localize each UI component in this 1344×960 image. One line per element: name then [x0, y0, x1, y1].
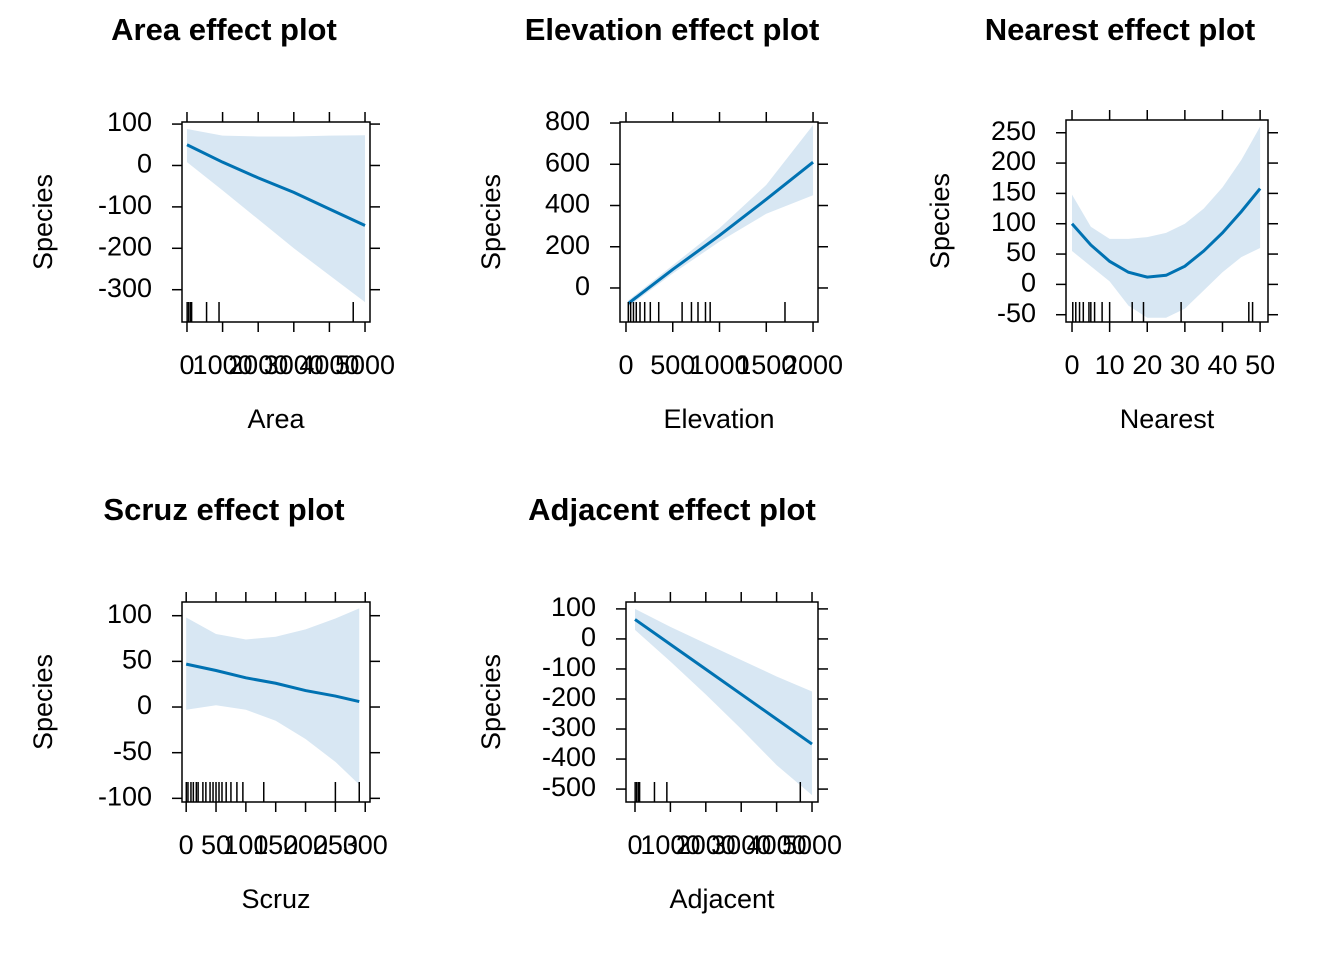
- y-tick-label: -100: [98, 190, 152, 220]
- x-tick-label: 5000: [335, 350, 395, 380]
- y-tick-label: 250: [991, 116, 1036, 146]
- panel-title: Elevation effect plot: [525, 12, 820, 47]
- panel-title: Area effect plot: [111, 12, 337, 47]
- confidence-band: [634, 608, 813, 796]
- x-tick-label: 0: [179, 350, 194, 380]
- x-tick-label: 0: [618, 350, 633, 380]
- y-axis-label: Species: [476, 174, 506, 270]
- x-tick-label: 1000: [193, 350, 253, 380]
- x-tick-label: 0: [179, 830, 194, 860]
- y-tick-label: -100: [98, 781, 152, 811]
- y-tick-label: 0: [137, 149, 152, 179]
- x-tick-label: 40: [1207, 350, 1237, 380]
- x-tick-label: 4000: [299, 350, 359, 380]
- y-axis-label: Species: [28, 174, 58, 270]
- x-tick-label: 1000: [640, 830, 700, 860]
- x-tick-label: 50: [201, 830, 231, 860]
- x-tick-label: 1500: [736, 350, 796, 380]
- y-tick-label: 0: [575, 271, 590, 301]
- panel-title: Nearest effect plot: [985, 12, 1255, 47]
- y-tick-label: 200: [991, 146, 1036, 176]
- x-tick-label: 20: [1132, 350, 1162, 380]
- plot-frame: [625, 601, 819, 803]
- y-tick-label: 800: [545, 106, 590, 136]
- plot-frame: [619, 121, 819, 323]
- x-tick-label: 2000: [676, 830, 736, 860]
- x-tick-label: 2000: [228, 350, 288, 380]
- y-tick-label: 100: [551, 592, 596, 622]
- confidence-band: [186, 129, 366, 303]
- y-tick-label: -50: [113, 736, 152, 766]
- y-tick-label: -200: [542, 682, 596, 712]
- fit-line: [627, 161, 814, 305]
- y-tick-label: -100: [542, 652, 596, 682]
- y-tick-label: -50: [997, 298, 1036, 328]
- y-axis-label: Species: [28, 654, 58, 750]
- plot-frame: [181, 121, 371, 323]
- x-tick-label: 0: [627, 830, 642, 860]
- x-axis-label: Elevation: [663, 404, 774, 434]
- x-tick-label: 200: [283, 830, 328, 860]
- x-axis-label: Nearest: [1120, 404, 1215, 434]
- y-tick-label: 50: [1006, 237, 1036, 267]
- y-tick-label: 100: [991, 207, 1036, 237]
- x-tick-label: 1000: [689, 350, 749, 380]
- confidence-band: [186, 608, 360, 785]
- y-tick-label: -500: [542, 772, 596, 802]
- y-tick-label: 100: [107, 107, 152, 137]
- x-axis-label: Scruz: [241, 884, 310, 914]
- x-tick-label: 100: [223, 830, 268, 860]
- y-tick-label: 50: [122, 644, 152, 674]
- x-tick-label: 4000: [747, 830, 807, 860]
- y-tick-label: 400: [545, 189, 590, 219]
- panel-title: Adjacent effect plot: [528, 492, 816, 527]
- x-tick-label: 3000: [264, 350, 324, 380]
- x-axis-label: Adjacent: [669, 884, 775, 914]
- fit-line: [634, 618, 813, 746]
- x-tick-label: 500: [650, 350, 695, 380]
- y-tick-label: 0: [1021, 268, 1036, 298]
- y-tick-label: 0: [137, 690, 152, 720]
- x-tick-label: 10: [1095, 350, 1125, 380]
- plot-frame: [1065, 119, 1269, 323]
- y-tick-label: -300: [542, 712, 596, 742]
- confidence-band: [628, 125, 814, 307]
- fit-line: [185, 662, 360, 704]
- x-tick-label: 5000: [782, 830, 842, 860]
- confidence-band: [1072, 126, 1261, 318]
- fit-line: [1070, 187, 1262, 279]
- y-tick-label: 600: [545, 147, 590, 177]
- y-axis-label: Species: [476, 654, 506, 750]
- x-tick-label: 300: [343, 830, 388, 860]
- panel-title: Scruz effect plot: [103, 492, 344, 527]
- x-tick-label: 0: [1065, 350, 1080, 380]
- x-tick-label: 2000: [783, 350, 843, 380]
- x-tick-label: 150: [253, 830, 298, 860]
- y-tick-label: -300: [98, 273, 152, 303]
- y-tick-label: -400: [542, 742, 596, 772]
- x-tick-label: 50: [1245, 350, 1275, 380]
- x-tick-label: 30: [1170, 350, 1200, 380]
- x-tick-label: 250: [313, 830, 358, 860]
- y-tick-label: 0: [581, 622, 596, 652]
- y-axis-label: Species: [925, 173, 955, 269]
- y-tick-label: 150: [991, 177, 1036, 207]
- y-tick-label: -200: [98, 231, 152, 261]
- fit-line: [186, 143, 366, 227]
- y-tick-label: 100: [107, 599, 152, 629]
- x-axis-label: Area: [247, 404, 305, 434]
- y-tick-label: 200: [545, 230, 590, 260]
- x-tick-label: 3000: [711, 830, 771, 860]
